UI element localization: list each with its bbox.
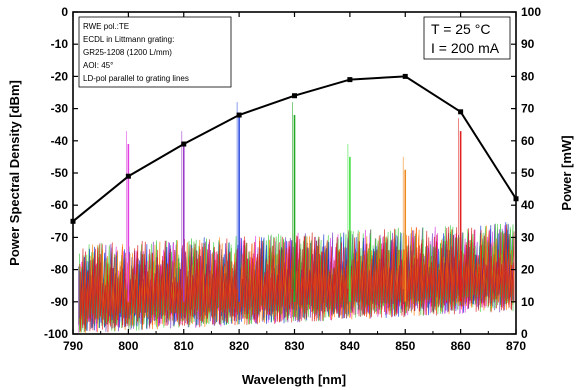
y-left-tick-label: -40 xyxy=(51,134,69,148)
info-line: LD-pol parallel to grating lines xyxy=(83,74,189,83)
y-left-tick-label: 0 xyxy=(61,5,68,19)
info-line: RWE pol.:TE xyxy=(83,22,129,31)
info-box-frame xyxy=(78,16,232,88)
y-right-tick-label: 50 xyxy=(521,166,535,180)
info-box: RWE pol.:TE ECDL in Littmann grating: GR… xyxy=(78,16,232,88)
spectral-peaks-layer xyxy=(125,102,462,302)
y-axis-right-label: Power [mW] xyxy=(559,135,574,210)
conditions-box-frame xyxy=(423,16,511,60)
x-axis-label: Wavelength [nm] xyxy=(242,372,346,387)
power-point xyxy=(402,73,408,79)
y-right-tick-label: 90 xyxy=(521,37,535,51)
y-right-tick-label: 30 xyxy=(521,230,535,244)
y-right-tick-label: 70 xyxy=(521,102,535,116)
y-right-tick-label: 10 xyxy=(521,295,535,309)
conditions-box: T = 25 °C I = 200 mA xyxy=(423,16,511,60)
y-axis-left-label: Power Spectral Density [dBm] xyxy=(7,80,22,266)
y-left-tick-label: -20 xyxy=(51,69,69,83)
y-left-tick-label: -70 xyxy=(51,230,69,244)
x-tick-label: 790 xyxy=(63,339,83,353)
y-left-tick-label: -30 xyxy=(51,102,69,116)
axis-ticks-layer: 790 800 810 820 830 840 850 860 870-100-90-80-70… xyxy=(44,5,541,353)
y-left-tick-label: -80 xyxy=(51,263,69,277)
x-tick-label: 840 xyxy=(340,339,360,353)
power-point xyxy=(125,173,131,179)
noise-trace xyxy=(80,224,515,333)
y-right-tick-label: 0 xyxy=(521,327,528,341)
power-point xyxy=(458,109,464,115)
y-right-tick-label: 60 xyxy=(521,134,535,148)
y-left-tick-label: -10 xyxy=(51,37,69,51)
x-tick-label: 860 xyxy=(451,339,471,353)
y-left-tick-label: -60 xyxy=(51,198,69,212)
power-point xyxy=(181,141,187,147)
y-left-tick-label: -100 xyxy=(44,327,68,341)
x-tick-label: 820 xyxy=(229,339,249,353)
y-left-tick-label: -50 xyxy=(51,166,69,180)
x-tick-label: 800 xyxy=(118,339,138,353)
condition-current: I = 200 mA xyxy=(431,40,500,56)
info-line: ECDL in Littmann grating: xyxy=(83,35,174,44)
power-point xyxy=(236,112,242,118)
noise-floor-layer xyxy=(78,222,515,334)
x-tick-label: 850 xyxy=(395,339,415,353)
x-tick-label: 830 xyxy=(284,339,304,353)
y-right-tick-label: 80 xyxy=(521,69,535,83)
info-line: AOI: 45° xyxy=(83,61,113,70)
y-right-tick-label: 40 xyxy=(521,198,535,212)
x-tick-label: 810 xyxy=(174,339,194,353)
condition-temperature: T = 25 °C xyxy=(431,21,490,37)
y-left-tick-label: -90 xyxy=(51,295,69,309)
power-point xyxy=(292,93,297,99)
power-point xyxy=(347,77,353,83)
info-line: GR25-1208 (1200 L/mm) xyxy=(83,48,172,57)
x-tick-label: 870 xyxy=(506,339,526,353)
y-right-tick-label: 100 xyxy=(521,5,541,19)
y-right-tick-label: 20 xyxy=(521,263,535,277)
